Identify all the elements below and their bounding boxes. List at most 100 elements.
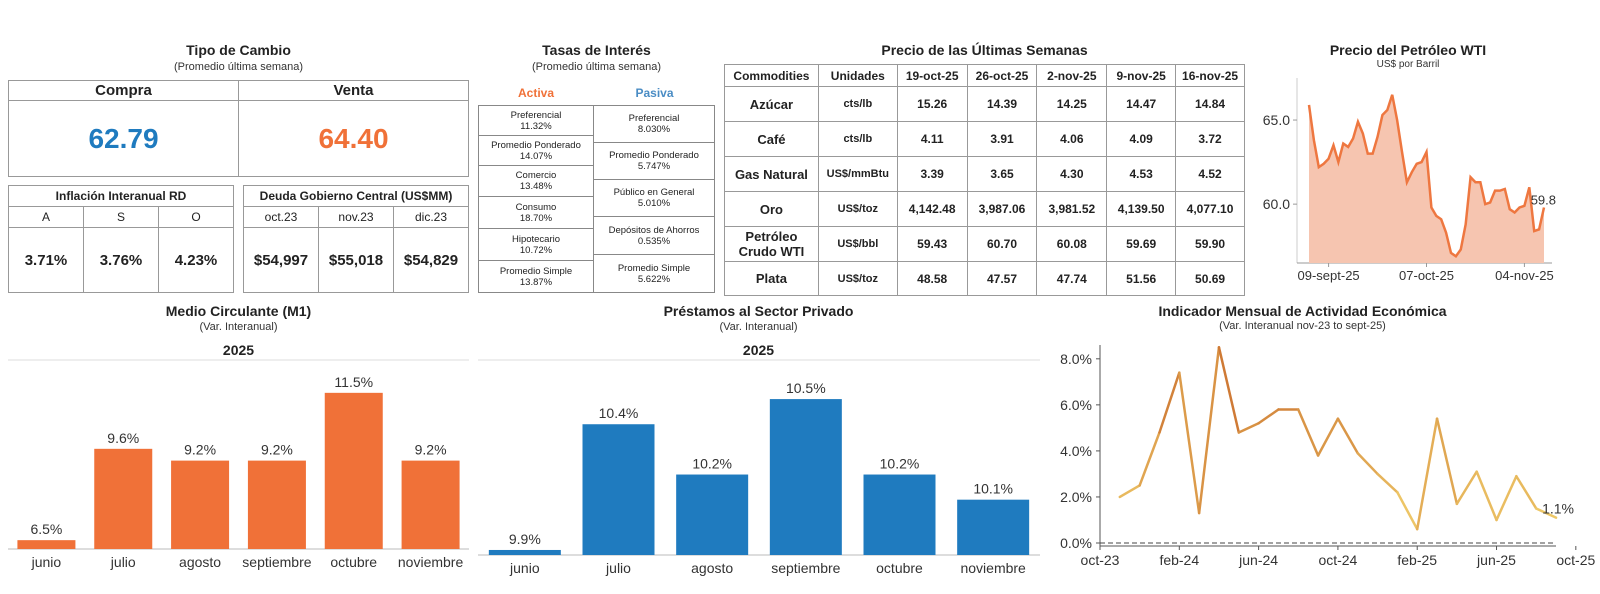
bar: [957, 499, 1030, 555]
table-row: Café cts/lb 4.11 3.91 4.06 4.09 3.72: [724, 121, 1245, 157]
table-cell: 4,142.48: [896, 191, 968, 227]
rate-value: 5.747%: [637, 161, 671, 172]
m1-chart: 6.5% junio 9.6% julio 9.2% agosto 9.2% septiemb…: [8, 359, 469, 570]
table-cell: 14.47: [1106, 86, 1177, 122]
bar: [863, 474, 936, 555]
imae-last-value-label: 1.1%: [1542, 501, 1574, 517]
bar: [676, 474, 749, 555]
table-cell: 4.53: [1106, 156, 1177, 192]
bar: [401, 460, 460, 549]
bar-value-label: 10.4%: [599, 405, 639, 421]
table-cell: US$/mmBtu: [817, 156, 898, 192]
imae-line-segment: [1534, 507, 1558, 519]
bar-category-label: septiembre: [242, 554, 311, 570]
imae-line-segment: [1455, 470, 1478, 506]
inflation-value: 4.23%: [158, 227, 234, 293]
m1-title: Medio Circulante (M1): [165, 303, 312, 319]
rate-name: Promedio Ponderado: [491, 139, 581, 151]
loans-title: Préstamos al Sector Privado: [663, 303, 854, 319]
imae-line-segment: [1515, 474, 1538, 510]
rate-name: Preferencial: [628, 113, 680, 124]
bar-category-label: octubre: [876, 560, 923, 576]
bar: [582, 424, 655, 555]
imae-x-tick-label: oct-23: [1081, 552, 1120, 568]
bar-category-label: julio: [605, 560, 631, 576]
table-cell: 4.52: [1175, 156, 1245, 192]
bar: [324, 392, 383, 549]
imae-line-segment: [1138, 431, 1161, 487]
imae-line-segment: [1257, 408, 1280, 425]
m1-subtitle: (Var. Interanual): [199, 321, 278, 333]
bar-value-label: 10.2%: [880, 456, 920, 472]
imae-x-tick-label: jun-24: [1238, 552, 1278, 568]
table-cell: 4,077.10: [1175, 191, 1245, 227]
bar-category-label: septiembre: [771, 560, 840, 576]
table-cell: 14.84: [1175, 86, 1245, 122]
loans-chart: 9.9% junio 10.4% julio 10.2% agosto 10.5% septi…: [478, 359, 1040, 576]
wti-x-tick-label: 04-nov-25: [1495, 268, 1554, 283]
wti-y-tick-label: 65.0: [1263, 112, 1290, 128]
table-cell: 59.43: [896, 226, 968, 262]
rate-value: 8.030%: [637, 124, 671, 135]
bar: [94, 448, 153, 549]
imae-line-segment: [1495, 474, 1518, 522]
rate-name: Comercio: [515, 170, 557, 181]
commodities-table: Commodities Unidades 19-oct-25 26-oct-25…: [724, 64, 1245, 296]
rate-value: 13.48%: [519, 181, 553, 192]
rate-value: 14.07%: [519, 150, 553, 162]
wti-subtitle: US$ por Barril: [1376, 59, 1440, 70]
imae-line-segment: [1197, 346, 1221, 515]
table-cell: cts/lb: [817, 121, 898, 157]
table-cell: 3.39: [896, 156, 968, 192]
table-cell: Café: [724, 121, 819, 157]
imae-title: Indicador Mensual de Actividad Económica: [1158, 303, 1447, 319]
rate-name: Promedio Simple: [499, 265, 573, 277]
imae-line-segment: [1336, 417, 1359, 455]
table-cell: US$/toz: [817, 261, 898, 296]
imae-line-segment: [1297, 408, 1320, 457]
column-header: 9-nov-25: [1106, 64, 1177, 87]
imae-y-tick-label: 0.0%: [1060, 535, 1092, 551]
table-cell: Plata: [724, 261, 819, 296]
rate-value: 13.87%: [519, 276, 553, 288]
rate-value: 11.32%: [520, 120, 552, 132]
rates-title: Tasas de Interés: [542, 42, 651, 58]
rate-value: 18.70%: [519, 212, 553, 224]
table-row: Plata US$/toz 48.58 47.57 47.74 51.56 50…: [724, 261, 1245, 296]
m1-year: 2025: [222, 342, 255, 358]
imae-x-tick-label: oct-25: [1556, 552, 1595, 568]
bar-category-label: noviembre: [398, 554, 464, 570]
wti-y-tick-label: 60.0: [1263, 196, 1290, 212]
bar: [488, 549, 561, 555]
imae-y-tick-label: 6.0%: [1060, 397, 1092, 413]
bar: [171, 460, 230, 549]
bar-value-label: 10.2%: [692, 456, 732, 472]
table-cell: 47.57: [966, 261, 1038, 296]
table-cell: US$/toz: [817, 191, 898, 227]
table-cell: Petróleo Crudo WTI: [724, 226, 819, 262]
imae-line-segment: [1118, 484, 1141, 499]
imae-x-tick-label: feb-25: [1397, 552, 1437, 568]
debt-value: $54,829: [393, 227, 469, 293]
bar-value-label: 9.2%: [184, 442, 216, 458]
imae-line-segment: [1316, 417, 1340, 457]
wti-chart: 60.0 65.0 09-sept-25 07-oct-25 04-nov-25 59.8: [1263, 78, 1556, 283]
table-cell: 4.30: [1036, 156, 1108, 192]
bar-category-label: junio: [31, 554, 62, 570]
bar-category-label: octubre: [330, 554, 377, 570]
rate-value: 5.010%: [637, 198, 671, 209]
imae-line-segment: [1217, 346, 1241, 434]
column-header: 26-oct-25: [966, 64, 1038, 87]
wti-line: [1307, 94, 1546, 258]
rates-subtitle: (Promedio última semana): [532, 61, 661, 73]
rate-name: Consumo: [515, 201, 557, 213]
imae-x-tick-label: oct-24: [1318, 552, 1357, 568]
bar-value-label: 9.9%: [509, 531, 541, 547]
bar-category-label: agosto: [691, 560, 733, 576]
bar-value-label: 11.5%: [334, 374, 373, 390]
imae-line-segment: [1178, 371, 1201, 515]
imae-line-segment: [1237, 422, 1260, 434]
commodities-title: Precio de las Últimas Semanas: [881, 42, 1088, 58]
bar-value-label: 9.2%: [415, 442, 447, 458]
table-cell: 3.91: [966, 121, 1038, 157]
